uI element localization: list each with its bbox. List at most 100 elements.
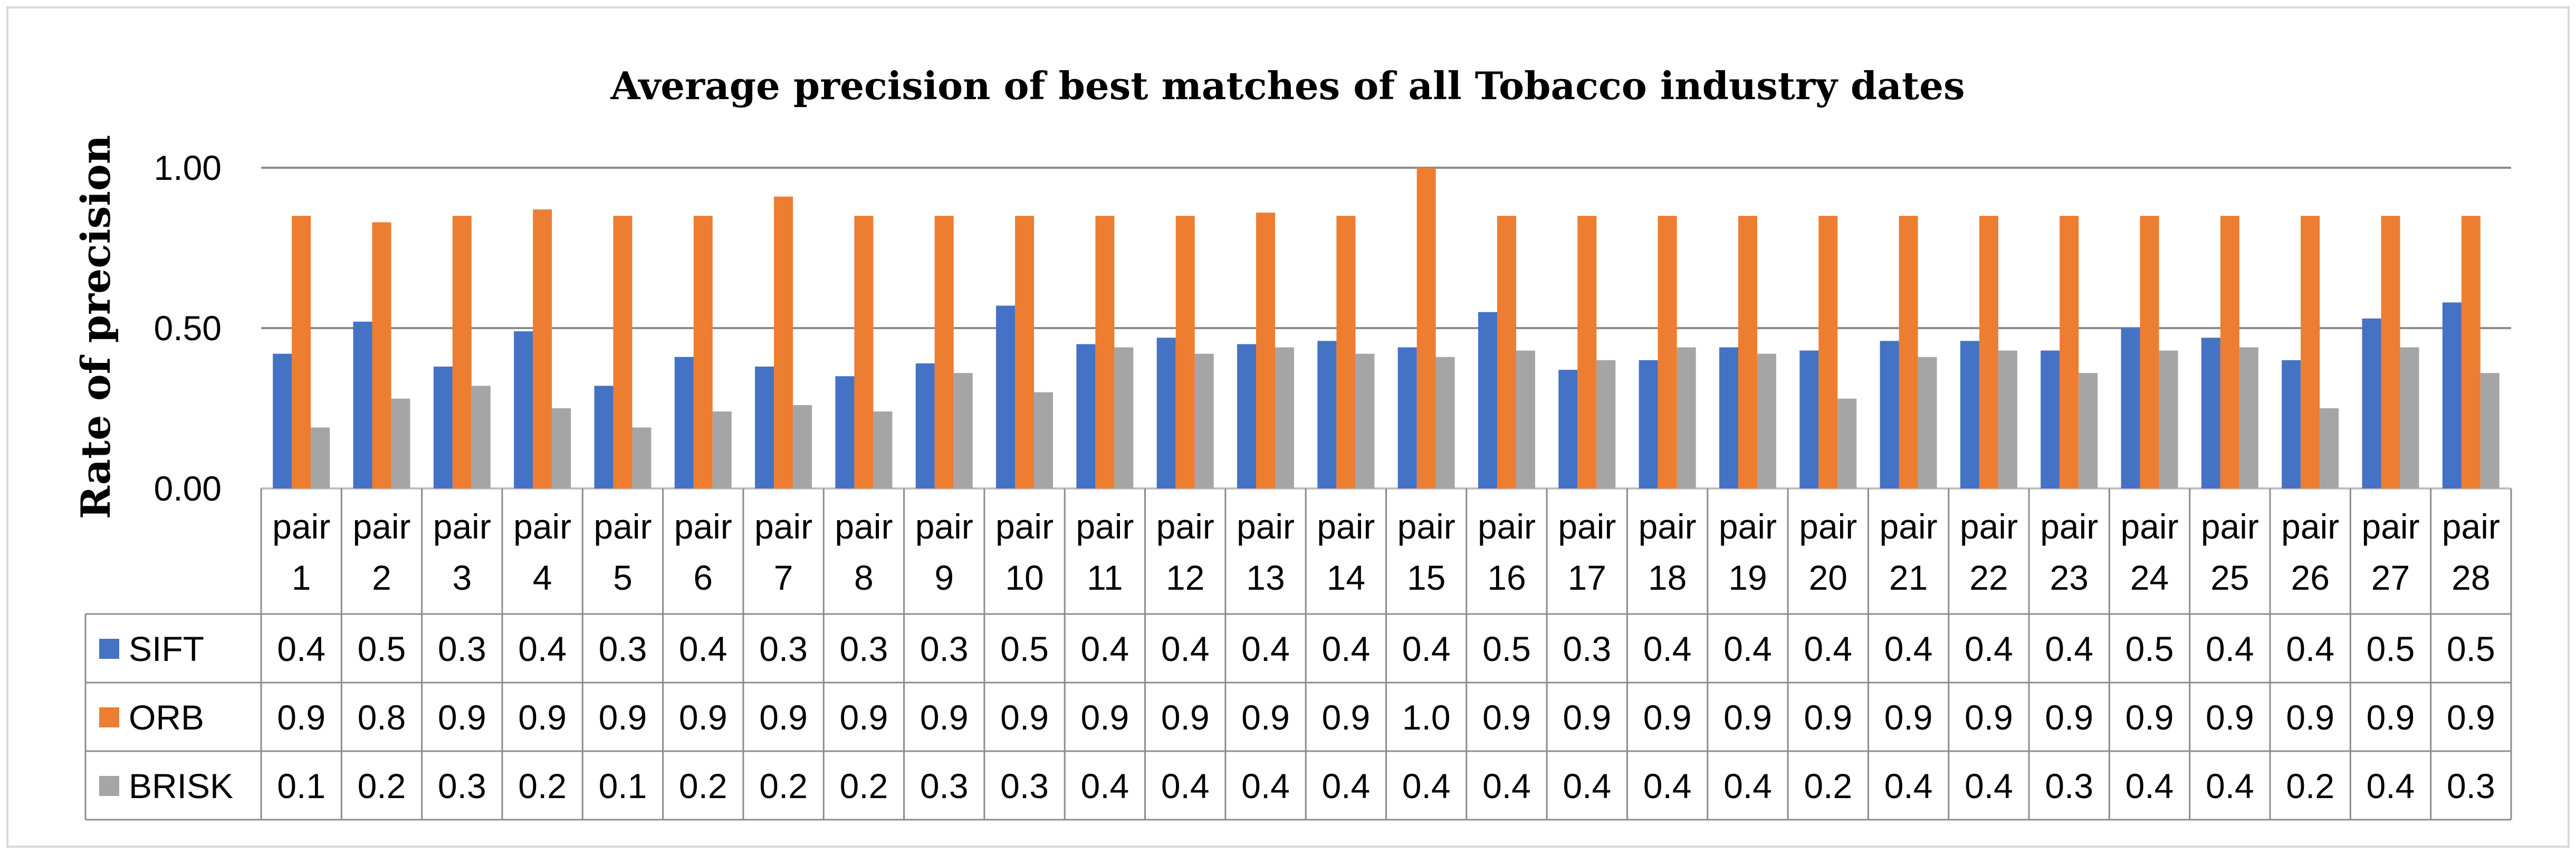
x-tick-label: 1 bbox=[292, 558, 311, 597]
data-label: 0.9 bbox=[1000, 698, 1049, 737]
x-tick-label: 10 bbox=[1005, 558, 1043, 597]
data-label: 0.4 bbox=[1884, 766, 1933, 805]
bar-brisk bbox=[311, 427, 330, 488]
data-label: 0.9 bbox=[2367, 698, 2415, 737]
data-label: 0.5 bbox=[1000, 629, 1049, 668]
x-tick-label: 27 bbox=[2371, 558, 2410, 597]
bar-brisk bbox=[1918, 357, 1937, 488]
y-tick-label: 0.00 bbox=[154, 469, 222, 508]
x-tick-label: 9 bbox=[934, 558, 954, 597]
x-tick-label: 15 bbox=[1407, 558, 1445, 597]
bar-orb bbox=[1738, 216, 1757, 488]
x-tick-label: 23 bbox=[2050, 558, 2089, 597]
x-tick-label: pair bbox=[2281, 507, 2339, 546]
bar-brisk bbox=[552, 408, 571, 488]
bar-sift bbox=[2201, 338, 2220, 488]
data-label: 0.4 bbox=[1643, 766, 1692, 805]
data-label: 0.9 bbox=[2286, 698, 2334, 737]
bar-sift bbox=[1076, 344, 1096, 488]
bar-sift bbox=[2362, 318, 2381, 488]
x-tick-label: 4 bbox=[533, 558, 552, 597]
x-tick-label: pair bbox=[1799, 507, 1857, 546]
data-label: 0.9 bbox=[920, 698, 969, 737]
data-label: 0.4 bbox=[1321, 766, 1370, 805]
bar-orb bbox=[1658, 216, 1677, 488]
bar-sift bbox=[2041, 350, 2060, 488]
bar-orb bbox=[1015, 216, 1035, 488]
bar-orb bbox=[2140, 216, 2159, 488]
data-label: 0.4 bbox=[1161, 629, 1210, 668]
bar-brisk bbox=[873, 411, 893, 488]
bar-orb bbox=[1416, 168, 1436, 488]
bar-sift bbox=[2442, 302, 2462, 488]
bar-brisk bbox=[1435, 357, 1455, 488]
bar-sift bbox=[1558, 370, 1578, 488]
legend-key-orb bbox=[99, 707, 119, 727]
data-label: 0.4 bbox=[1804, 629, 1852, 668]
data-label: 0.4 bbox=[277, 629, 325, 668]
x-tick-label: 6 bbox=[693, 558, 713, 597]
bar-orb bbox=[1256, 213, 1276, 488]
legend-key-sift bbox=[99, 639, 119, 659]
bar-orb bbox=[452, 216, 472, 488]
x-tick-label: pair bbox=[1076, 507, 1134, 546]
x-tick-label: 28 bbox=[2451, 558, 2490, 597]
data-label: 0.4 bbox=[679, 629, 727, 668]
data-label: 0.3 bbox=[759, 629, 808, 668]
bar-orb bbox=[2301, 216, 2320, 488]
bar-sift bbox=[1799, 350, 1819, 488]
bar-orb bbox=[1497, 216, 1516, 488]
data-label: 0.9 bbox=[1965, 698, 2013, 737]
data-label: 0.9 bbox=[1482, 698, 1531, 737]
data-label: 0.4 bbox=[1402, 766, 1451, 805]
bar-brisk bbox=[2159, 350, 2178, 488]
data-label: 0.3 bbox=[599, 629, 647, 668]
bar-orb bbox=[2220, 216, 2239, 488]
bar-brisk bbox=[2480, 373, 2500, 488]
bar-orb bbox=[2461, 216, 2481, 488]
data-label: 0.9 bbox=[759, 698, 808, 737]
data-label: 0.5 bbox=[2447, 629, 2495, 668]
bar-sift bbox=[514, 331, 533, 488]
data-label: 0.4 bbox=[2286, 629, 2334, 668]
bar-sift bbox=[2121, 328, 2140, 488]
bar-sift bbox=[1397, 347, 1417, 488]
x-tick-label: pair bbox=[1237, 507, 1295, 546]
data-label: 0.5 bbox=[2367, 629, 2415, 668]
legend-label-brisk: BRISK bbox=[129, 766, 233, 805]
bar-orb bbox=[1818, 216, 1838, 488]
data-label: 0.2 bbox=[358, 766, 406, 805]
data-label: 0.3 bbox=[1563, 629, 1611, 668]
bar-brisk bbox=[1998, 350, 2017, 488]
x-tick-label: pair bbox=[2201, 507, 2259, 546]
bar-sift bbox=[674, 357, 694, 488]
legend-key-brisk bbox=[99, 776, 119, 796]
data-label: 0.4 bbox=[1241, 766, 1290, 805]
data-label: 0.4 bbox=[1723, 766, 1772, 805]
bar-brisk bbox=[1275, 347, 1295, 488]
bar-brisk bbox=[2239, 347, 2258, 488]
data-label: 0.9 bbox=[599, 698, 647, 737]
x-tick-label: pair bbox=[513, 507, 571, 546]
data-label: 0.4 bbox=[1643, 629, 1692, 668]
data-label: 0.4 bbox=[1884, 629, 1933, 668]
bars-layer bbox=[273, 168, 2500, 489]
data-label: 0.9 bbox=[277, 698, 325, 737]
x-tick-label: pair bbox=[1719, 507, 1777, 546]
bar-sift bbox=[273, 353, 292, 488]
data-label: 0.9 bbox=[2045, 698, 2093, 737]
data-label: 0.4 bbox=[2045, 629, 2093, 668]
x-tick-label: pair bbox=[2361, 507, 2419, 546]
bar-sift bbox=[1719, 347, 1738, 488]
bar-brisk bbox=[1516, 350, 1535, 488]
data-label: 0.9 bbox=[1723, 698, 1772, 737]
x-tick-label: 16 bbox=[1487, 558, 1526, 597]
data-label: 0.3 bbox=[840, 629, 888, 668]
x-tick-label: 21 bbox=[1889, 558, 1928, 597]
x-tick-label: pair bbox=[915, 507, 973, 546]
x-tick-label: 26 bbox=[2291, 558, 2329, 597]
x-tick-label: pair bbox=[1558, 507, 1616, 546]
data-label: 0.2 bbox=[840, 766, 888, 805]
data-label: 0.4 bbox=[2367, 766, 2415, 805]
